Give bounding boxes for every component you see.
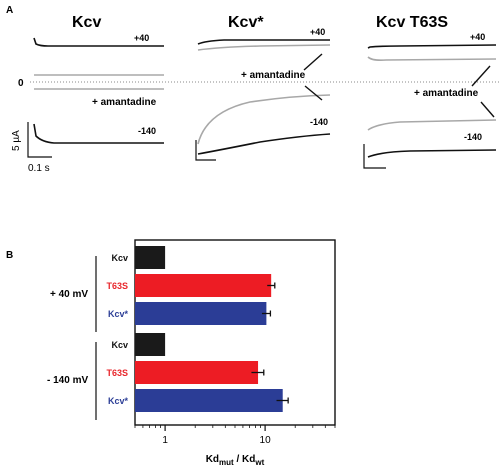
t63s-amantadine-label: + amantadine — [414, 88, 479, 99]
x-axis-label-sub1: mut — [219, 458, 234, 467]
group-label-plus40: + 40 mV — [50, 289, 88, 300]
trace-panel-kcv: Kcv +40 0 + amantadine -140 5 µA 0.1 s — [11, 14, 164, 174]
bar-label-plus40-kcv-star: Kcv* — [108, 309, 129, 319]
x-tick-label-1: 1 — [162, 435, 168, 446]
bar-minus140-kcv — [135, 333, 166, 356]
trace-title-kcv: Kcv — [72, 14, 101, 31]
bar-label-minus140-t63s: T63S — [106, 368, 128, 378]
trace-title-kcv-star: Kcv* — [228, 14, 264, 31]
bar-label-plus40-t63s: T63S — [106, 281, 128, 291]
x-axis-label-sep: / Kd — [234, 454, 256, 465]
bar-label-minus140-kcv: Kcv — [111, 340, 128, 350]
t63s-pointer-bottom — [480, 101, 495, 118]
t63s-minus140-label: -140 — [464, 132, 482, 142]
t63s-minus140-amantadine-trace — [367, 119, 497, 131]
kcv-plus40-label: +40 — [134, 33, 149, 43]
kcv-star-plus40-trace — [197, 39, 330, 45]
kcv-plus40-trace — [33, 37, 164, 47]
zero-label: 0 — [18, 78, 24, 89]
kcv-star-amantadine-label: + amantadine — [241, 70, 306, 81]
trace-panel-kcv-t63s: Kcv T63S +40 + amantadine -140 — [363, 14, 497, 169]
bar-label-plus40-kcv: Kcv — [111, 253, 128, 263]
scale-bar — [27, 122, 52, 158]
kcv-minus140-trace — [33, 123, 164, 144]
kcv-star-pointer-bottom — [304, 85, 323, 101]
x-axis-label-main: Kd — [206, 454, 219, 465]
bar-minus140-kcv-star — [135, 389, 283, 412]
bars-layer: Kcv T63S Kcv* Kcv T63S Kcv* — [106, 246, 289, 412]
x-axis-label-sub2: wt — [254, 458, 264, 467]
group-label-minus140: - 140 mV — [47, 375, 88, 386]
panel-a: A Kcv +40 0 + amantadine -140 5 µA 0.1 s… — [6, 5, 500, 174]
x-axis: 1 10 — [134, 425, 336, 446]
kcv-star-plus40-amantadine-trace — [197, 44, 331, 51]
trace-title-kcv-t63s: Kcv T63S — [376, 14, 448, 31]
kcv-star-pointer-top — [303, 53, 323, 71]
panel-b-label: B — [6, 250, 13, 261]
kcv-amantadine-label: + amantadine — [92, 97, 157, 108]
x-axis-label: Kdmut / Kdwt — [206, 454, 265, 467]
x-tick-label-10: 10 — [260, 435, 272, 446]
bar-plus40-kcv-star — [135, 302, 267, 325]
kcv-star-plus40-label: +40 — [310, 27, 325, 37]
bar-label-minus140-kcv-star: Kcv* — [108, 396, 129, 406]
bar-plus40-t63s — [135, 274, 272, 297]
kcv-star-minus140-amantadine-trace — [197, 94, 331, 145]
panel-b: B + 40 mV - 140 mV KcvT63SKcv*KcvT63SKcv… — [6, 239, 336, 467]
kcv-star-scale-bar — [195, 140, 216, 161]
t63s-pointer-top — [471, 65, 491, 87]
t63s-minus140-trace — [367, 149, 497, 158]
scale-bar-time-label: 0.1 s — [28, 163, 50, 174]
t63s-plus40-amantadine-trace — [367, 56, 497, 61]
kcv-star-minus140-label: -140 — [310, 117, 328, 127]
t63s-plus40-trace — [367, 44, 497, 49]
t63s-plus40-label: +40 — [470, 32, 485, 42]
kcv-minus140-label: -140 — [138, 126, 156, 136]
bar-minus140-t63s — [135, 361, 259, 384]
bar-plus40-kcv — [135, 246, 166, 269]
scale-bar-current-label: 5 µA — [11, 130, 22, 151]
kcv-star-minus140-trace — [197, 133, 331, 155]
trace-panel-kcv-star: Kcv* +40 + amantadine -140 — [195, 14, 331, 161]
t63s-scale-bar — [363, 144, 386, 169]
panel-a-label: A — [6, 5, 13, 16]
